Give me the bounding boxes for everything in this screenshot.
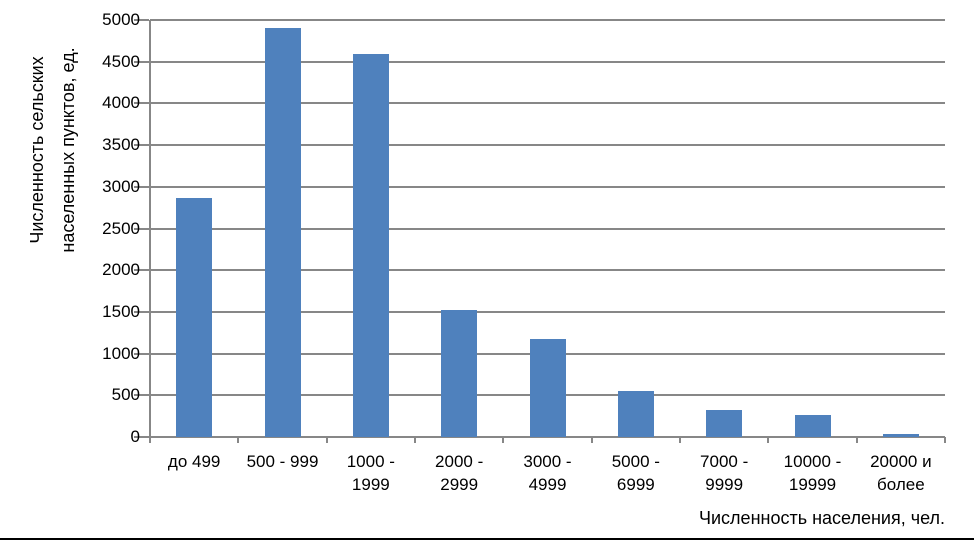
- x-axis-tick: [237, 437, 240, 443]
- gridline: [150, 144, 945, 147]
- bar: [882, 433, 919, 437]
- x-category-label: 5000 - 6999: [588, 450, 684, 496]
- x-category-label: 7000 - 9999: [676, 450, 772, 496]
- y-axis-tick: [134, 394, 149, 397]
- x-axis-tick: [325, 437, 328, 443]
- x-category-label-line: 5000 -: [611, 452, 660, 471]
- y-axis-tick: [134, 269, 149, 272]
- x-category-label-line: 10000 -: [783, 452, 842, 471]
- bar: [529, 339, 566, 437]
- y-axis-tick: [134, 144, 149, 147]
- y-tick-label: 5000: [102, 10, 140, 29]
- gridline: [150, 102, 945, 105]
- y-tick-label: 500: [111, 385, 140, 405]
- x-category-label: до 499: [146, 450, 242, 473]
- x-axis-tick: [414, 437, 416, 443]
- x-axis-title: Численность населения, чел.: [699, 508, 945, 528]
- y-axis-tick: [134, 102, 149, 105]
- x-category-label-line: 20000 и: [870, 452, 932, 471]
- bar: [706, 410, 743, 437]
- y-axis-tick: [134, 60, 149, 63]
- x-axis-tick: [502, 437, 505, 443]
- bar: [264, 28, 301, 437]
- x-category-label-line: до 499: [167, 452, 221, 471]
- gridline: [150, 185, 945, 188]
- y-tick-label: 4000: [102, 93, 140, 113]
- y-tick-label: 3500: [102, 135, 140, 155]
- gridline: [150, 269, 945, 272]
- bar: [176, 197, 213, 437]
- gridline: [150, 227, 945, 230]
- x-category-label: 3000 - 4999: [500, 450, 596, 496]
- x-category-label-line: 1000 -: [346, 452, 395, 471]
- gridline: [150, 19, 945, 21]
- x-axis-tick: [149, 437, 151, 443]
- y-axis-tick: [134, 19, 149, 21]
- document-border-line: [0, 538, 974, 540]
- x-category-label: 500 - 999: [235, 450, 331, 473]
- y-tick-label: 0: [130, 427, 140, 446]
- y-axis-tick: [134, 310, 149, 313]
- x-category-label-line: 3000 -: [523, 452, 572, 471]
- x-category-label-line: 1999: [351, 475, 390, 494]
- x-category-label-line: 2000 -: [435, 452, 484, 471]
- y-axis-line: [149, 20, 151, 443]
- x-category-label-line: 6999: [616, 475, 655, 494]
- y-tick-label: 3000: [102, 176, 140, 196]
- bar: [352, 54, 389, 437]
- x-category-label-line: 500 - 999: [246, 452, 319, 471]
- y-tick-label: 2500: [102, 218, 140, 238]
- y-axis-tick: [134, 227, 149, 230]
- x-category-label: 1000 - 1999: [323, 450, 419, 496]
- bar: [794, 415, 831, 437]
- x-category-label-line: 9999: [705, 475, 744, 494]
- y-tick-label: 4500: [102, 51, 140, 71]
- x-category-label-line: 2999: [440, 475, 479, 494]
- y-axis-tick: [134, 185, 149, 188]
- x-category-label-line: 7000 -: [700, 452, 749, 471]
- y-axis-tick: [134, 352, 149, 355]
- x-axis-tick: [590, 437, 593, 443]
- gridline: [150, 436, 945, 438]
- x-category-label-line: 4999: [528, 475, 567, 494]
- x-axis-tick: [767, 437, 770, 443]
- x-axis-tick: [944, 437, 946, 443]
- x-category-label-line: 19999: [788, 475, 837, 494]
- x-axis-tick: [679, 437, 681, 443]
- y-tick-label: 2000: [102, 260, 140, 280]
- gridline: [150, 310, 945, 313]
- y-axis-tick: [134, 436, 149, 438]
- x-category-label: 10000 - 19999: [765, 450, 861, 496]
- bar: [617, 391, 654, 437]
- gridline: [150, 60, 945, 63]
- plot-area: [134, 19, 946, 443]
- x-axis-tick: [855, 437, 858, 443]
- x-category-label: 20000 и более: [853, 450, 949, 496]
- bar: [441, 310, 478, 437]
- x-category-label-line: более: [877, 475, 925, 494]
- y-tick-label: 1000: [102, 343, 140, 363]
- x-category-label: 2000 - 2999: [411, 450, 507, 496]
- y-tick-label: 1500: [102, 301, 140, 321]
